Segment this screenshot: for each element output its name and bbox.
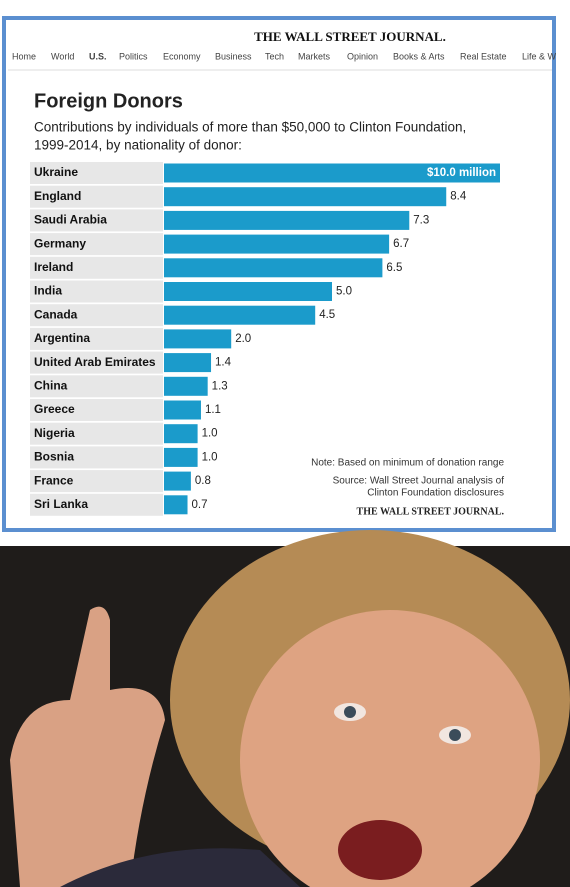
- value-label: 6.7: [393, 238, 409, 250]
- nav-item[interactable]: Opinion: [347, 51, 378, 61]
- nav-item[interactable]: Markets: [298, 51, 331, 61]
- bar: [164, 187, 447, 207]
- label-cell: [30, 209, 163, 232]
- label-cell: [30, 280, 163, 303]
- label-cell: [30, 446, 163, 469]
- label-cell: [30, 256, 163, 279]
- label-cell: [30, 422, 163, 445]
- chart-title: Foreign Donors: [34, 90, 183, 112]
- label-cell: [30, 233, 163, 256]
- clothing: [60, 848, 300, 887]
- face: [240, 610, 540, 887]
- masthead: THE WALL STREET JOURNAL.: [254, 29, 446, 44]
- category-label: Germany: [34, 236, 86, 250]
- category-label: Ukraine: [34, 165, 78, 179]
- category-label: Canada: [34, 307, 78, 321]
- label-cell: [30, 399, 163, 421]
- label-cell: [30, 327, 163, 350]
- source: Source: Wall Street Journal analysis of: [333, 476, 505, 487]
- bar: [164, 329, 232, 349]
- category-label: England: [34, 189, 81, 203]
- bar: [164, 376, 208, 396]
- source: Clinton Foundation disclosures: [367, 488, 504, 499]
- label-cell: [30, 375, 163, 398]
- bar: [164, 282, 332, 301]
- value-label: 5.0: [336, 286, 352, 298]
- iris: [344, 706, 356, 718]
- category-label: Bosnia: [34, 450, 74, 464]
- value-label: 2.0: [235, 333, 251, 345]
- nav-item[interactable]: Tech: [265, 51, 284, 61]
- category-label: India: [34, 284, 62, 298]
- label-cell: [30, 470, 163, 493]
- nav-item[interactable]: World: [51, 51, 74, 61]
- category-label: Nigeria: [34, 426, 75, 440]
- value-label: $10.0 million: [427, 167, 496, 179]
- credit: THE WALL STREET JOURNAL.: [357, 506, 505, 517]
- bar: [164, 210, 410, 230]
- category-label: United Arab Emirates: [34, 355, 156, 369]
- label-cell: [30, 493, 163, 516]
- category-label: Argentina: [34, 331, 90, 345]
- frame: [2, 16, 556, 532]
- value-label: 1.0: [202, 451, 218, 463]
- mouth: [338, 820, 422, 880]
- bar: [164, 495, 188, 515]
- value-label: 1.0: [202, 428, 218, 440]
- bar: [164, 471, 191, 491]
- iris: [449, 729, 461, 741]
- note: Note: Based on minimum of donation range: [311, 458, 504, 469]
- label-cell: [30, 304, 163, 327]
- bar: [164, 234, 390, 254]
- nav-item[interactable]: Business: [215, 51, 252, 61]
- nav-item[interactable]: Life & W: [522, 51, 557, 61]
- category-label: Greece: [34, 402, 75, 416]
- value-label: 8.4: [450, 191, 467, 203]
- bar: [164, 305, 316, 325]
- photo-gap: [0, 540, 570, 546]
- value-label: 0.8: [195, 475, 211, 487]
- bar: [164, 447, 198, 467]
- category-label: China: [34, 378, 68, 392]
- nav-item[interactable]: Real Estate: [460, 51, 507, 61]
- nav-item[interactable]: U.S.: [89, 51, 107, 61]
- bar: [164, 258, 383, 278]
- chart-subtitle: Contributions by individuals of more tha…: [34, 120, 466, 135]
- value-label: 1.3: [212, 380, 228, 392]
- value-label: 1.1: [205, 404, 221, 416]
- category-label: Saudi Arabia: [34, 213, 107, 227]
- nav-item[interactable]: Books & Arts: [393, 51, 445, 61]
- value-label: 7.3: [413, 214, 429, 226]
- value-label: 0.7: [192, 499, 208, 511]
- category-label: France: [34, 473, 74, 487]
- category-label: Sri Lanka: [34, 497, 88, 511]
- label-cell: [30, 351, 163, 374]
- label-cell: [30, 185, 163, 208]
- bar: [164, 400, 201, 420]
- label-cell: [30, 162, 163, 184]
- nav-item[interactable]: Politics: [119, 51, 148, 61]
- bar: [164, 353, 212, 373]
- nav-item[interactable]: Home: [12, 51, 36, 61]
- value-label: 6.5: [386, 262, 402, 274]
- category-label: Ireland: [34, 260, 73, 274]
- nav-item[interactable]: Economy: [163, 51, 201, 61]
- photo: [0, 530, 570, 887]
- value-label: 1.4: [215, 357, 232, 369]
- bar: [164, 163, 500, 183]
- bar: [164, 424, 198, 444]
- value-label: 4.5: [319, 309, 335, 321]
- chart-subtitle: 1999-2014, by nationality of donor:: [34, 138, 242, 153]
- hand: [10, 606, 165, 887]
